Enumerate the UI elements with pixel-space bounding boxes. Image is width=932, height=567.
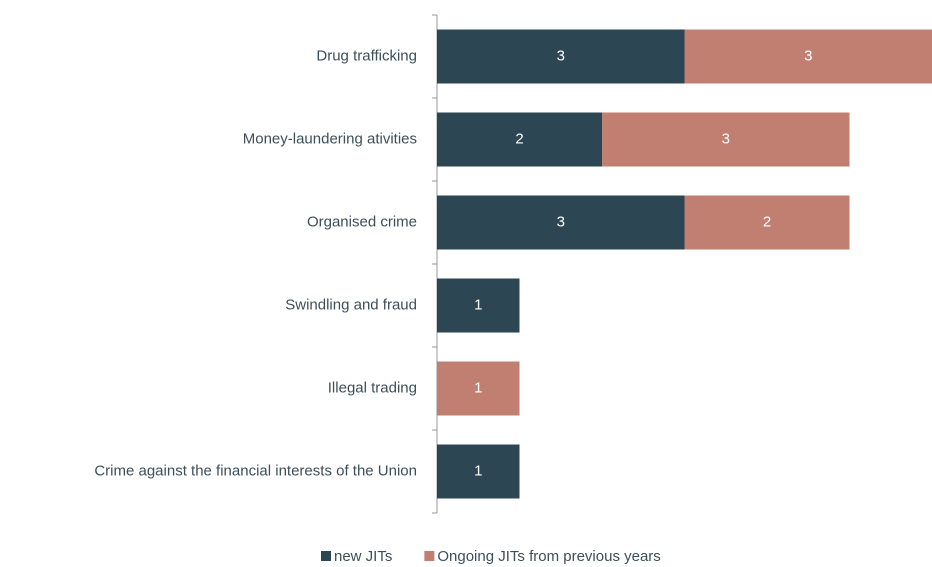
bar-segment xyxy=(437,278,520,333)
category-label: Drug trafficking xyxy=(316,47,417,64)
bar-segment xyxy=(684,195,850,250)
legend-swatch xyxy=(424,551,435,561)
bar-segment xyxy=(437,29,685,84)
data-label: 3 xyxy=(557,47,565,64)
data-label: 1 xyxy=(474,462,482,479)
category-label: Organised crime xyxy=(307,213,417,230)
legend-swatch xyxy=(321,551,331,561)
bar-segment xyxy=(437,112,602,167)
data-label: 3 xyxy=(804,47,812,64)
data-label: 2 xyxy=(515,130,523,147)
category-label: Crime against the financial interests of… xyxy=(94,462,417,479)
bar-segment xyxy=(602,112,850,167)
bar-segment xyxy=(437,361,520,416)
bar-segment xyxy=(684,29,932,84)
category-label: Money-laundering ativities xyxy=(243,130,417,147)
legend-label: new JITs xyxy=(334,548,392,565)
data-label: 1 xyxy=(474,379,482,396)
data-label: 2 xyxy=(763,213,771,230)
category-label: Illegal trading xyxy=(328,379,417,396)
data-label: 3 xyxy=(722,130,730,147)
data-label: 3 xyxy=(557,213,565,230)
bar-segment xyxy=(437,444,520,499)
bar-segment xyxy=(437,195,685,250)
legend-label: Ongoing JITs from previous years xyxy=(437,548,660,565)
category-label: Swindling and fraud xyxy=(285,296,417,313)
data-label: 1 xyxy=(474,296,482,313)
